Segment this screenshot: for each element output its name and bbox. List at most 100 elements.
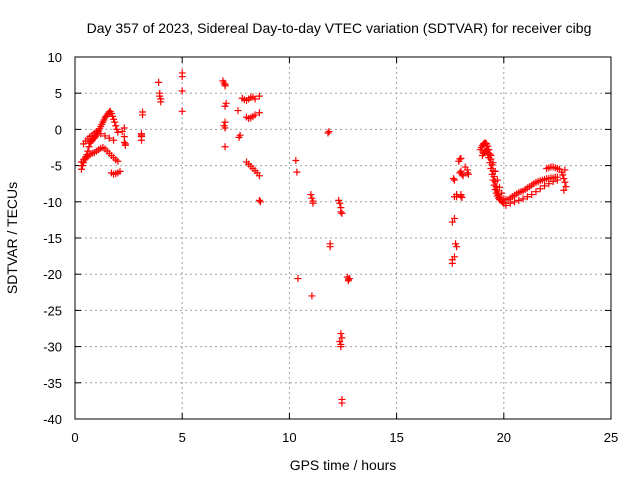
data-point	[255, 109, 263, 117]
data-point	[449, 175, 457, 183]
y-tick-label: -20	[43, 267, 62, 282]
data-point	[493, 176, 501, 184]
data-point	[450, 214, 458, 222]
data-point	[545, 180, 553, 188]
data-point	[453, 243, 461, 251]
y-tick-label: 5	[55, 86, 62, 101]
data-point	[494, 194, 502, 202]
data-point	[221, 102, 229, 110]
y-axis-label: SDTVAR / TECUs	[4, 182, 20, 294]
data-point	[326, 243, 334, 251]
data-point	[112, 122, 120, 130]
data-point	[255, 172, 263, 180]
data-point	[489, 159, 497, 167]
data-point	[484, 150, 492, 158]
data-point	[111, 118, 119, 126]
data-point	[118, 128, 126, 136]
data-point	[294, 275, 302, 283]
data-point	[155, 78, 163, 86]
data-point	[459, 172, 467, 180]
data-point	[496, 183, 504, 191]
data-point	[251, 95, 259, 103]
y-tick-label: 0	[55, 122, 62, 137]
data-point	[338, 334, 346, 342]
data-point	[506, 199, 514, 207]
data-point	[255, 196, 263, 204]
data-point	[255, 92, 263, 100]
data-point	[562, 183, 570, 191]
chart-title: Day 357 of 2023, Sidereal Day-to-day VTE…	[87, 20, 592, 36]
x-tick-label: 20	[497, 430, 511, 445]
data-point	[307, 191, 315, 199]
data-point	[528, 191, 536, 199]
data-point	[116, 167, 124, 175]
data-point	[293, 168, 301, 176]
y-tick-label: -40	[43, 412, 62, 427]
data-point	[450, 253, 458, 261]
data-point	[511, 198, 519, 206]
data-point	[519, 195, 527, 203]
data-point	[325, 128, 333, 136]
data-point	[251, 111, 259, 119]
data-point	[178, 107, 186, 115]
data-point	[337, 343, 345, 351]
data-point	[541, 182, 549, 190]
data-point	[532, 188, 540, 196]
data-point	[221, 143, 229, 151]
data-point	[458, 170, 466, 178]
plot-frame	[74, 56, 612, 420]
data-point	[491, 167, 499, 175]
data-point	[221, 82, 229, 90]
data-point	[256, 198, 264, 206]
data-point	[553, 176, 561, 184]
x-tick-label: 0	[71, 430, 78, 445]
data-point	[523, 193, 531, 201]
grid-lines	[75, 57, 611, 419]
y-tick-label: -35	[43, 376, 62, 391]
data-point	[487, 151, 495, 159]
data-point	[110, 136, 118, 144]
data-point	[92, 128, 100, 136]
data-point	[337, 330, 345, 338]
data-point	[337, 208, 345, 216]
data-point	[560, 175, 568, 183]
data-point	[235, 133, 243, 141]
y-tick-label: -30	[43, 340, 62, 355]
data-point	[502, 201, 510, 209]
data-point	[448, 218, 456, 226]
data-point	[487, 164, 495, 172]
data-point	[292, 157, 300, 165]
data-point	[157, 98, 165, 106]
data-point	[485, 146, 493, 154]
data-point	[345, 275, 353, 283]
data-point	[324, 129, 332, 137]
data-point	[114, 157, 122, 165]
data-point	[139, 108, 147, 116]
data-point	[463, 169, 471, 177]
data-point	[338, 209, 346, 217]
data-point	[561, 166, 569, 174]
data-point	[536, 185, 544, 193]
data-point	[178, 73, 186, 81]
data-point	[457, 154, 465, 162]
y-tick-label: -5	[50, 159, 62, 174]
data-point	[137, 131, 145, 139]
data-point	[308, 292, 316, 300]
x-tick-label: 25	[604, 430, 618, 445]
data-point	[234, 107, 242, 115]
data-point	[121, 141, 129, 149]
data-point	[85, 143, 93, 151]
data-point	[464, 170, 472, 178]
data-point	[453, 193, 461, 201]
data-point	[178, 87, 186, 95]
data-point	[114, 128, 122, 136]
y-tick-label: 10	[48, 50, 62, 65]
data-point	[221, 124, 229, 132]
data-point	[496, 196, 504, 204]
data-points	[77, 69, 570, 407]
x-tick-label: 15	[389, 430, 403, 445]
data-point	[483, 142, 491, 150]
data-point	[450, 176, 458, 184]
x-axis-label: GPS time / hours	[290, 457, 397, 473]
